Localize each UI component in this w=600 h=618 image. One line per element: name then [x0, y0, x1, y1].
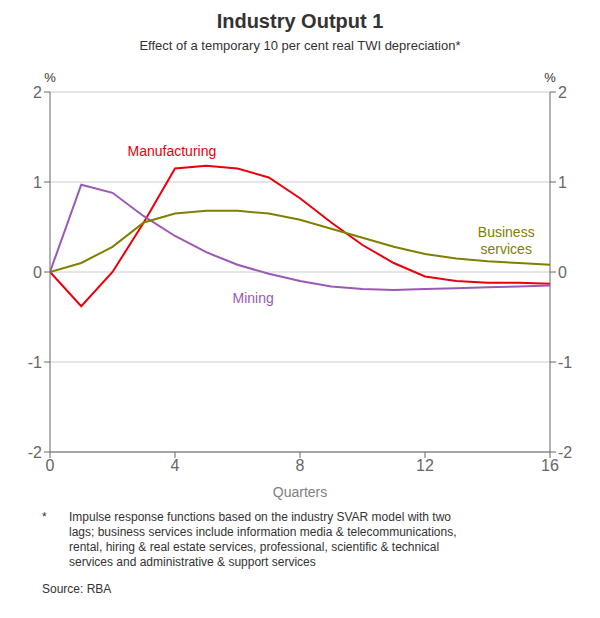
html-text:Industry Output 1: Industry Output 1 — [216, 10, 384, 32]
svg-text:8: 8 — [296, 457, 305, 474]
svg-text:0: 0 — [46, 457, 55, 474]
svg-text:-2: -2 — [28, 444, 42, 461]
svg-text:Mining: Mining — [233, 290, 274, 306]
svg-text:Businessservices: Businessservices — [478, 224, 535, 257]
svg-text:1: 1 — [558, 174, 567, 191]
html-text:Source: RBA: Source: RBA — [42, 582, 112, 596]
svg-text:-1: -1 — [558, 354, 572, 371]
svg-text:-1: -1 — [28, 354, 42, 371]
svg-text:4: 4 — [171, 457, 180, 474]
svg-text:16: 16 — [541, 457, 559, 474]
svg-text:1: 1 — [33, 174, 42, 191]
svg-text:Quarters: Quarters — [273, 484, 327, 500]
html-text:Impulse response functions bas: Impulse response functions based on the … — [69, 510, 457, 569]
html-text:Effect of a temporary 10 per c: Effect of a temporary 10 per cent real T… — [139, 38, 461, 53]
svg-text:12: 12 — [416, 457, 434, 474]
svg-text:2: 2 — [33, 84, 42, 101]
svg-text:2: 2 — [558, 84, 567, 101]
svg-text:0: 0 — [558, 264, 567, 281]
svg-text:0: 0 — [33, 264, 42, 281]
svg-text:-2: -2 — [558, 444, 572, 461]
svg-text:Manufacturing: Manufacturing — [128, 143, 217, 159]
